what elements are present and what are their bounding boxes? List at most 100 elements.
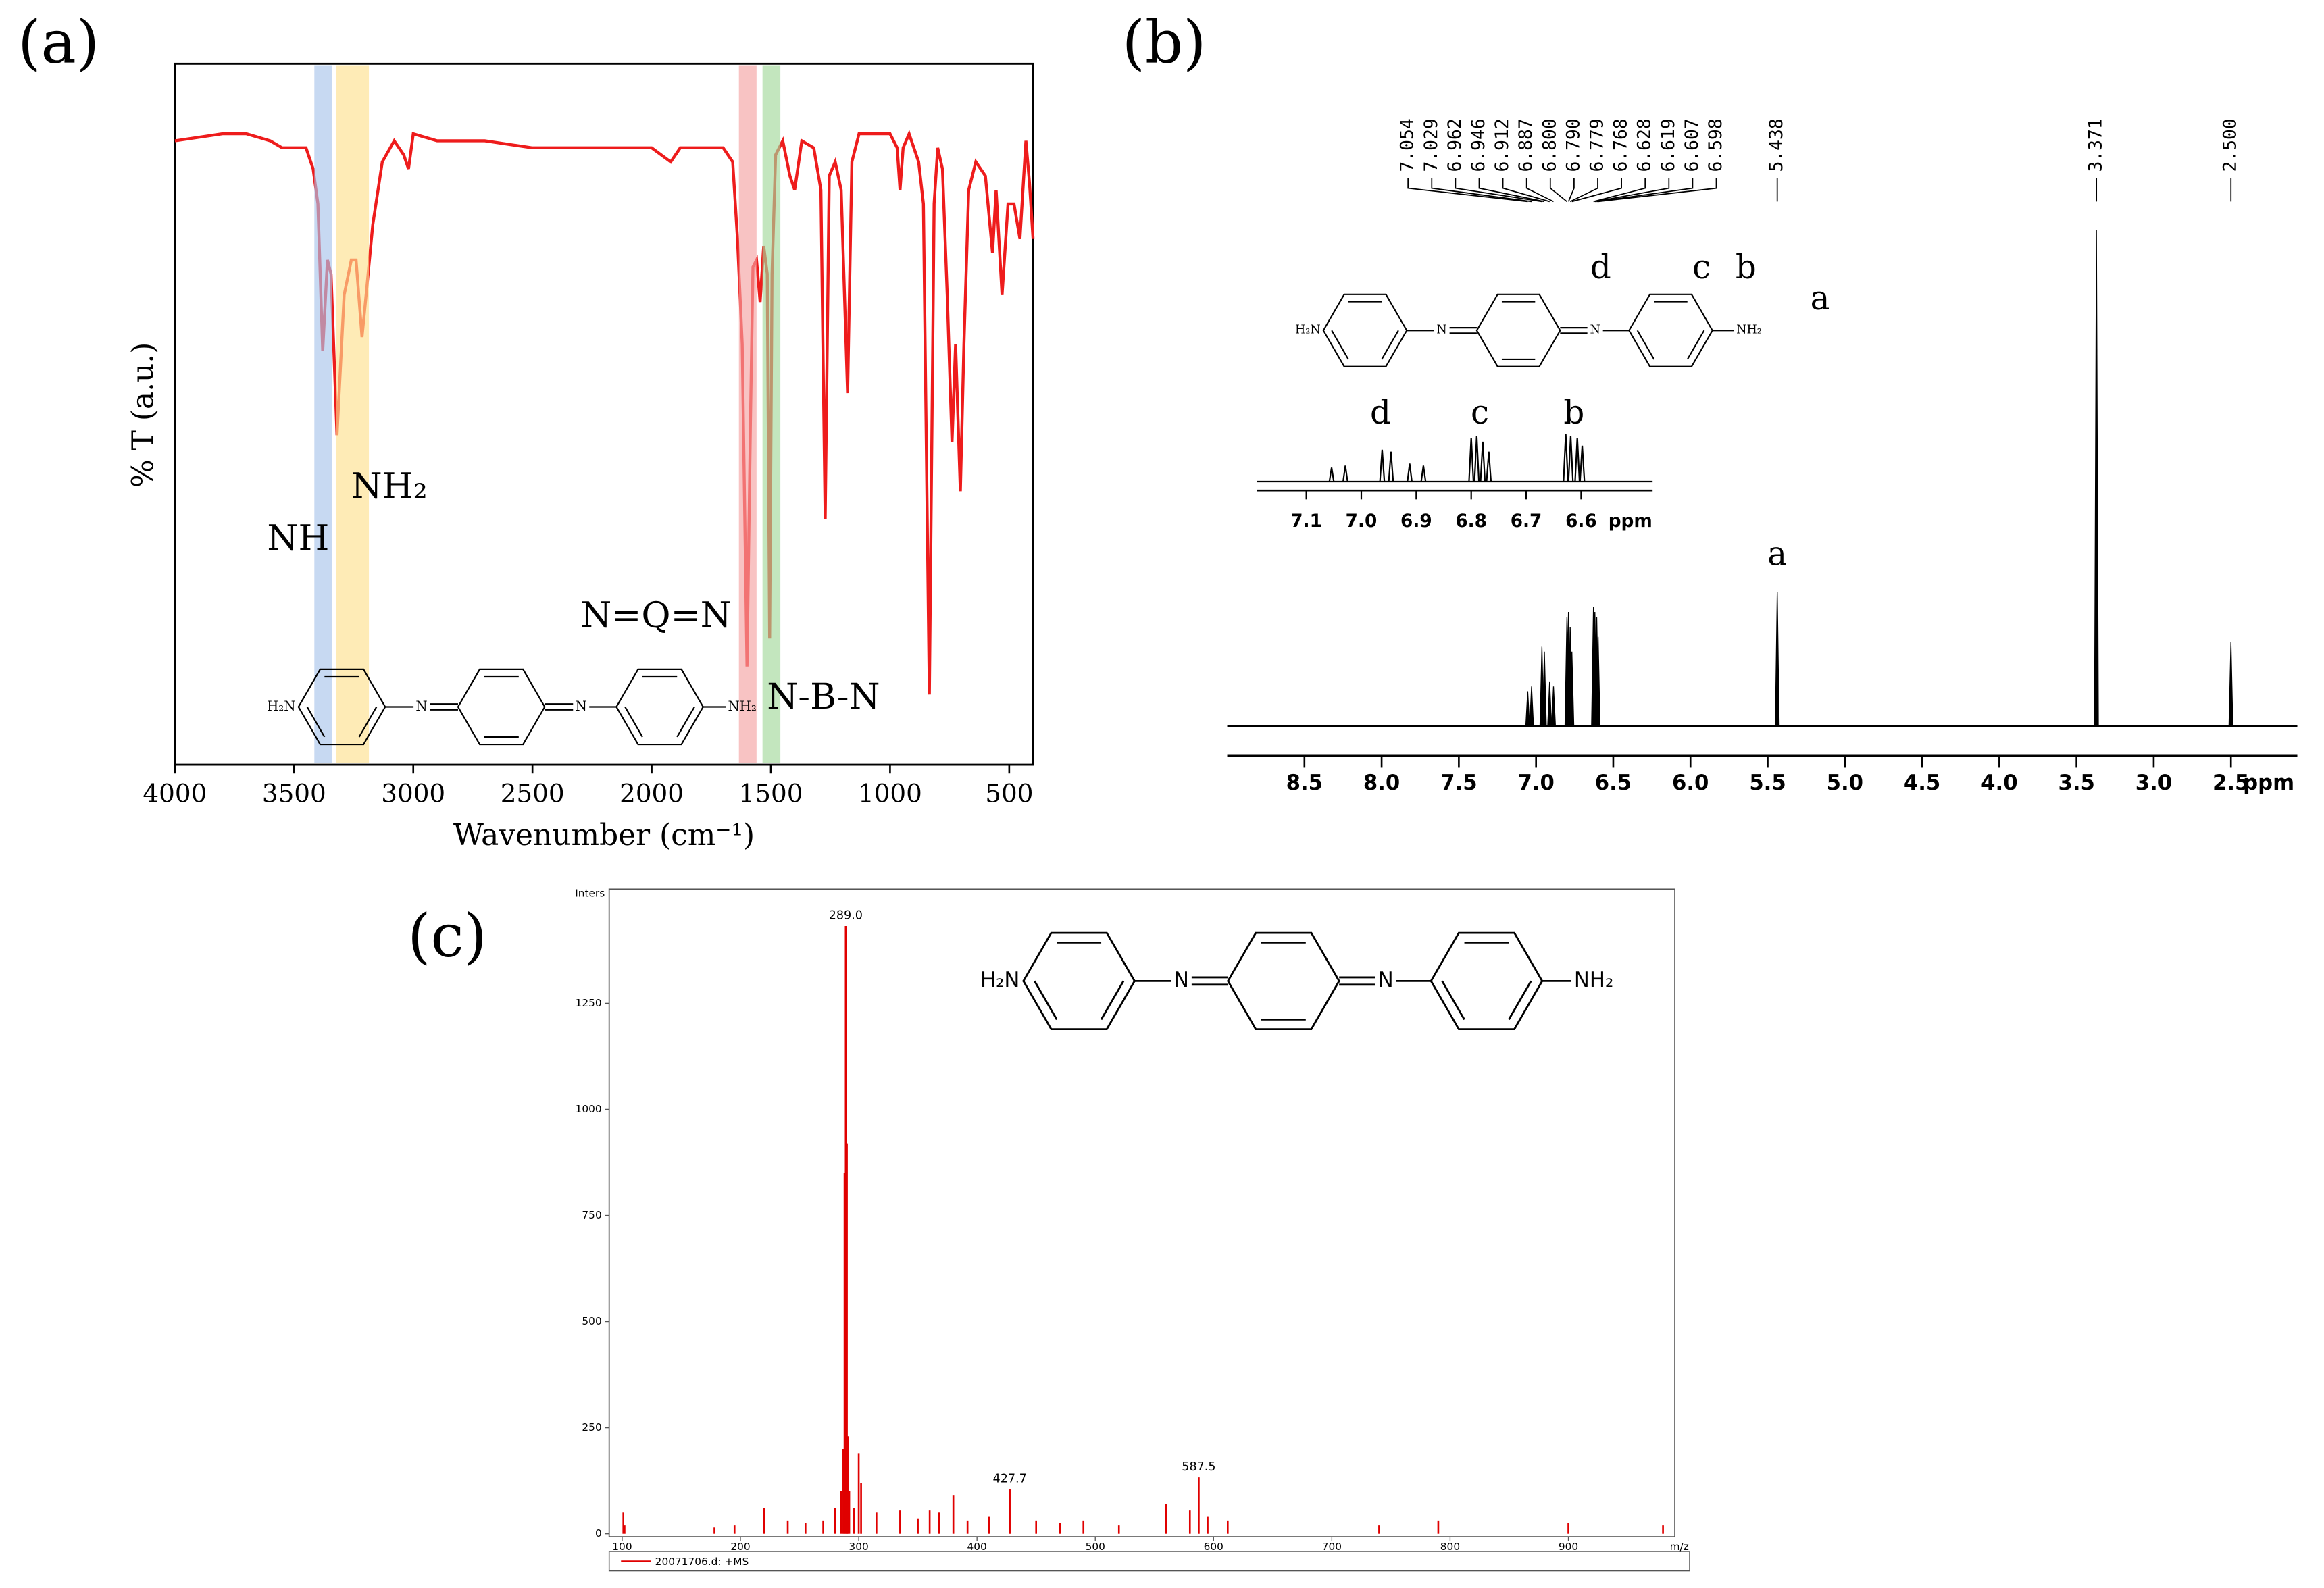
inset-peak bbox=[1379, 449, 1386, 482]
assignment-label: b bbox=[1736, 249, 1757, 286]
inset-peak bbox=[1407, 463, 1413, 482]
inset-x-tick-label: 6.8 bbox=[1455, 511, 1487, 532]
peak-position-label: 6.887 bbox=[1516, 118, 1536, 172]
leader-line bbox=[1593, 178, 1646, 203]
atom-label: NH₂ bbox=[1736, 324, 1762, 337]
y-tick-label: 500 bbox=[582, 1315, 601, 1327]
x-tick-label: 700 bbox=[1322, 1541, 1342, 1553]
plot-frame bbox=[608, 888, 1675, 1537]
inset-x-tick-label: 6.9 bbox=[1400, 511, 1432, 532]
peak-position-label: 6.946 bbox=[1469, 118, 1489, 172]
peak bbox=[1542, 651, 1547, 727]
leader-line bbox=[1571, 178, 1622, 203]
bond bbox=[624, 706, 643, 738]
x-tick-label: 3500 bbox=[262, 779, 326, 809]
inset-peak bbox=[1579, 445, 1586, 482]
leader-line bbox=[1569, 178, 1598, 203]
bond bbox=[1636, 330, 1655, 360]
x-tick-label: 7.0 bbox=[1517, 771, 1554, 795]
atom-label: N bbox=[1173, 968, 1189, 992]
inset-peak bbox=[1563, 434, 1569, 482]
inset-assignment-label: b bbox=[1563, 394, 1584, 432]
ring bbox=[1022, 931, 1136, 1031]
x-tick-label: 500 bbox=[1086, 1541, 1105, 1553]
inset-peak bbox=[1468, 437, 1475, 482]
x-tick-label: 3000 bbox=[381, 779, 445, 809]
inset-assignment-label: c bbox=[1471, 394, 1489, 432]
x-tick-label: 2.5 bbox=[2213, 771, 2249, 795]
atom-label: N bbox=[1436, 324, 1446, 337]
atom-label: N bbox=[1590, 324, 1600, 337]
peak-position-label: 6.912 bbox=[1492, 118, 1513, 172]
peak bbox=[1550, 686, 1557, 727]
leader-line bbox=[1455, 178, 1542, 203]
atom-label: H₂N bbox=[980, 968, 1019, 992]
x-tick-label: 600 bbox=[1204, 1541, 1223, 1553]
x-axis-label: Wavenumber (cm⁻¹) bbox=[453, 818, 755, 852]
peak-label: 587.5 bbox=[1182, 1460, 1215, 1474]
ring bbox=[1430, 931, 1544, 1031]
peak-label: 427.7 bbox=[993, 1472, 1027, 1485]
legend-box bbox=[608, 1551, 1690, 1572]
peak-label: 289.0 bbox=[829, 909, 863, 923]
inset-peak bbox=[1420, 465, 1427, 482]
bond bbox=[358, 706, 378, 738]
inset-peak bbox=[1480, 441, 1486, 482]
x-tick-label: 100 bbox=[612, 1541, 632, 1553]
x-tick-label: 2500 bbox=[501, 779, 565, 809]
band-label: NH₂ bbox=[351, 465, 428, 507]
atom-label: NH₂ bbox=[1574, 968, 1613, 992]
peak-position-label: 3.371 bbox=[2086, 118, 2106, 172]
bond bbox=[1508, 980, 1532, 1021]
peak bbox=[2094, 230, 2099, 727]
peak-assignment: a bbox=[1767, 535, 1787, 573]
y-tick-label: 1000 bbox=[576, 1103, 602, 1115]
atom-label: N bbox=[1378, 968, 1394, 992]
x-tick-label: 3.5 bbox=[2058, 771, 2094, 795]
x-tick-label: 8.5 bbox=[1286, 771, 1323, 795]
x-tick-label: 6.5 bbox=[1595, 771, 1632, 795]
y-axis-label: % T (a.u.) bbox=[126, 342, 161, 488]
peak-position-label: 5.438 bbox=[1767, 118, 1787, 172]
y-axis-label: Inters bbox=[575, 887, 605, 899]
x-tick-label: 500 bbox=[985, 779, 1033, 809]
assignment-label: c bbox=[1692, 249, 1711, 286]
atom-label: H₂N bbox=[1295, 324, 1321, 337]
leader-line bbox=[1598, 178, 1717, 203]
x-tick-label: 300 bbox=[849, 1541, 868, 1553]
x-axis-label: m/z bbox=[1670, 1541, 1689, 1553]
inset-x-tick-label: 7.1 bbox=[1290, 511, 1322, 532]
x-tick-label: 4.0 bbox=[1981, 771, 2017, 795]
inset-assignment-label: d bbox=[1370, 394, 1391, 432]
band bbox=[336, 65, 370, 763]
x-tick-label: 3.0 bbox=[2136, 771, 2172, 795]
bond bbox=[1441, 980, 1465, 1021]
peak-position-label: 6.768 bbox=[1611, 118, 1632, 172]
x-tick-label: 4.5 bbox=[1904, 771, 1940, 795]
atom-label: N bbox=[576, 698, 587, 714]
inset-x-tick-label: 6.6 bbox=[1565, 511, 1597, 532]
band-label: N=Q=N bbox=[580, 594, 731, 636]
inset-peak bbox=[1342, 465, 1348, 482]
ring bbox=[1226, 931, 1340, 1031]
peak bbox=[1775, 592, 1780, 727]
plot-frame bbox=[174, 62, 1034, 766]
ring bbox=[297, 668, 386, 746]
peak bbox=[2228, 642, 2233, 727]
leader-line bbox=[1596, 178, 1694, 203]
inset-peak bbox=[1574, 437, 1581, 482]
assignment-label: d bbox=[1590, 249, 1611, 286]
bond bbox=[1100, 980, 1125, 1021]
band-label: N-B-N bbox=[767, 676, 880, 717]
inset-x-axis-label: ppm bbox=[1609, 511, 1652, 532]
ring bbox=[457, 668, 546, 746]
inset-peak bbox=[1388, 451, 1394, 482]
peak-position-label: 6.619 bbox=[1659, 118, 1679, 172]
leader-line bbox=[1502, 178, 1550, 203]
band bbox=[762, 65, 781, 763]
bond bbox=[306, 706, 326, 738]
band bbox=[738, 65, 757, 763]
bond bbox=[676, 706, 695, 738]
